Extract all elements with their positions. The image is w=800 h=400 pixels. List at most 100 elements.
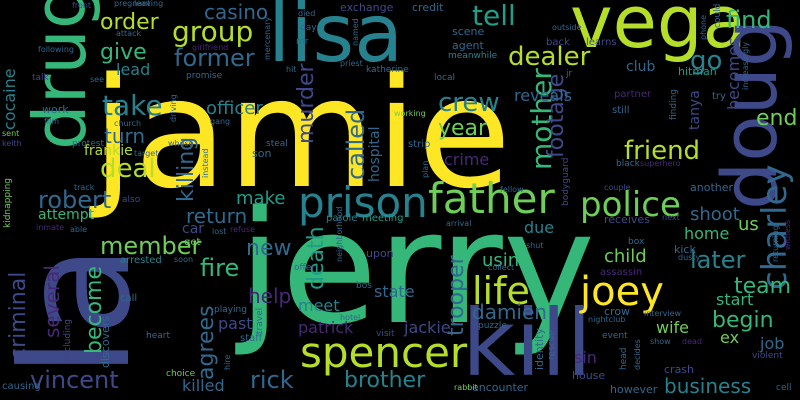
word: murder <box>294 63 319 144</box>
word: team <box>734 274 792 299</box>
word: also <box>122 195 141 205</box>
word: wife <box>656 318 690 337</box>
word: killed <box>182 376 225 395</box>
word: finding <box>669 88 679 120</box>
word: show <box>650 337 671 346</box>
word: track <box>74 183 95 192</box>
word: including <box>63 319 73 360</box>
word: decides <box>633 339 642 370</box>
word: kill <box>462 290 592 397</box>
word: crew <box>438 88 500 118</box>
word: violent <box>752 351 783 361</box>
word: day <box>300 23 317 33</box>
word: driving <box>169 94 178 122</box>
word: friend <box>624 136 701 166</box>
word: becomes <box>724 37 743 110</box>
word: local <box>434 73 455 83</box>
word: us <box>738 214 759 235</box>
word: lost <box>212 227 227 236</box>
word: instead <box>201 148 210 179</box>
word: working <box>394 109 426 118</box>
word: hospital <box>367 126 383 182</box>
word: named <box>351 18 360 46</box>
word: church <box>114 119 142 128</box>
word: protest <box>72 139 105 149</box>
word: several <box>40 265 64 338</box>
word: back <box>546 37 570 48</box>
word: target <box>134 149 159 158</box>
word: tanya <box>687 90 703 130</box>
word: group <box>172 15 254 48</box>
word: using <box>482 250 531 271</box>
word: find <box>726 6 772 34</box>
word: neighborhood <box>335 206 344 262</box>
word: head <box>619 347 629 370</box>
word: mr <box>296 37 309 47</box>
word: home <box>684 224 730 243</box>
word: due <box>524 218 555 237</box>
word: refuse <box>230 225 256 234</box>
word: agent <box>452 39 484 52</box>
word: life <box>472 269 530 313</box>
word: begin <box>712 308 774 333</box>
word: following <box>38 45 74 54</box>
word: interview <box>644 309 682 318</box>
word: receives <box>604 213 650 226</box>
word: shut <box>526 241 544 250</box>
word: parole <box>326 213 358 224</box>
word: travel <box>255 307 265 334</box>
word: brother <box>344 368 426 393</box>
word: discovers <box>99 315 112 368</box>
word: could <box>713 3 723 28</box>
word: jr <box>566 69 573 79</box>
word: job <box>760 334 785 353</box>
word: whose <box>168 139 194 148</box>
word: club <box>626 59 656 75</box>
word: visit <box>376 329 395 339</box>
word: tell <box>472 0 516 32</box>
word: year <box>438 116 488 141</box>
word: still <box>612 105 630 116</box>
word: kidnapping <box>3 178 13 228</box>
word: outside <box>552 23 582 32</box>
word: strip <box>408 139 431 150</box>
word: dusty <box>678 253 701 262</box>
word: take <box>102 89 163 122</box>
word: couple <box>604 183 631 192</box>
word: hitman <box>678 65 717 78</box>
word: jerry <box>238 177 596 359</box>
word: robert <box>38 186 112 214</box>
word: police <box>580 185 681 225</box>
word: jamie <box>92 45 512 222</box>
word: playing <box>214 305 247 315</box>
word: business <box>664 374 752 398</box>
word: kick <box>674 243 696 256</box>
word: jackie <box>404 318 451 337</box>
word: try <box>712 91 726 102</box>
word: witness <box>783 219 792 250</box>
word: offer <box>294 263 315 273</box>
word: rescue <box>547 330 557 360</box>
word: meeting <box>362 213 404 224</box>
word: meanwhile <box>448 51 498 61</box>
word: katherine <box>366 65 409 75</box>
word: see <box>90 75 105 84</box>
word: hire <box>223 354 232 370</box>
word: former <box>174 44 255 72</box>
word: promise <box>186 71 223 81</box>
word: spencer <box>300 328 468 377</box>
word: hotel <box>340 313 361 322</box>
word: girlfriend <box>192 43 229 52</box>
word: staff <box>240 333 263 344</box>
word: vega <box>570 0 747 64</box>
word: choice <box>166 369 196 379</box>
word: new <box>246 236 292 261</box>
word: sin <box>574 348 597 367</box>
word: assassin <box>600 267 643 278</box>
word: shoot <box>690 204 740 225</box>
word: crime <box>444 150 490 169</box>
word: rabbit <box>454 383 478 392</box>
word: called <box>342 108 370 180</box>
word: cocaine <box>0 68 19 130</box>
word: cell <box>776 383 792 393</box>
